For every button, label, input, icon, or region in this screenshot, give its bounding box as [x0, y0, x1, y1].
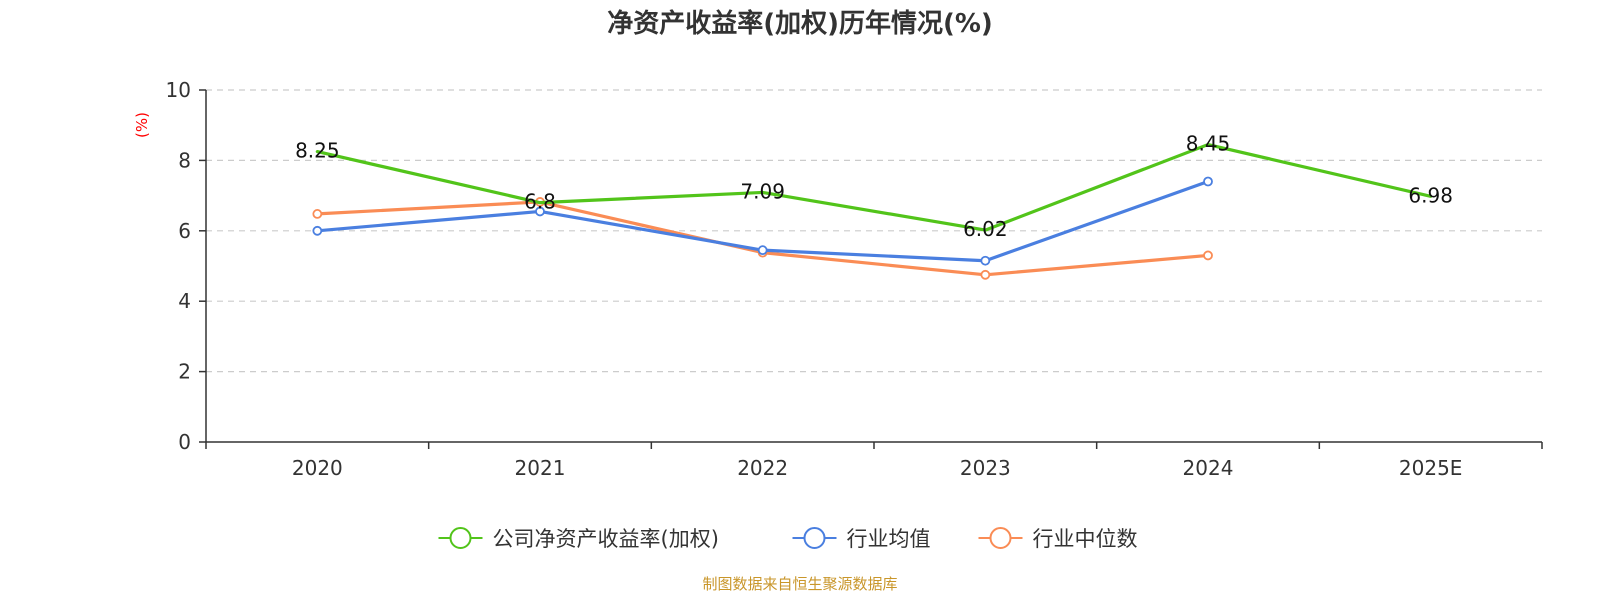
x-tick-label: 2023 [960, 456, 1011, 480]
legend-item[interactable]: 行业中位数 [978, 527, 1138, 551]
x-tick-label: 2022 [737, 456, 788, 480]
axes: 0 2 4 6 8 10 2020 2021 2022 2023 2024 2025E [166, 78, 1543, 480]
y-tick-label: 4 [178, 289, 191, 313]
data-label: 8.25 [295, 139, 340, 163]
y-tick-label: 2 [178, 360, 191, 384]
data-label: 7.09 [740, 179, 785, 203]
data-label: 8.45 [1186, 132, 1231, 156]
legend-label: 公司净资产收益率(加权) [493, 527, 719, 551]
source-footnote: 制图数据来自恒生聚源数据库 [702, 575, 897, 593]
legend-item[interactable]: 行业均值 [792, 527, 931, 551]
grid-lines [206, 89, 1542, 373]
y-tick-label: 8 [178, 148, 191, 172]
legend-circle-icon [803, 527, 826, 549]
x-tick-label: 2020 [292, 456, 343, 480]
legend-circle-icon [989, 527, 1012, 549]
legend-label: 行业中位数 [1033, 527, 1138, 551]
data-labels: 8.25 6.8 7.09 6.02 8.45 6.98 [295, 132, 1453, 242]
legend-circle-icon [449, 527, 472, 549]
series-line [315, 142, 1433, 232]
data-point [980, 255, 991, 266]
data-label: 6.8 [524, 190, 556, 214]
series-line [315, 200, 1210, 277]
y-tick-label: 10 [166, 78, 191, 102]
data-label: 6.98 [1408, 183, 1453, 207]
legend-label: 行业均值 [847, 527, 931, 551]
y-axis-label: (%) [133, 112, 151, 138]
legend: 公司净资产收益率(加权) 行业均值 行业中位数 [438, 527, 1138, 551]
data-point [757, 245, 768, 256]
x-tick-label: 2025E [1399, 456, 1463, 480]
x-tick-label: 2024 [1183, 456, 1234, 480]
data-point [535, 206, 545, 217]
legend-item[interactable]: 公司净资产收益率(加权) [438, 527, 719, 551]
data-point [312, 209, 323, 219]
data-label: 6.02 [963, 217, 1008, 241]
data-point [1203, 176, 1213, 187]
chart-title: 净资产收益率(加权)历年情况(%) [607, 8, 993, 39]
data-point [1203, 250, 1213, 261]
data-point [980, 269, 991, 280]
y-tick-label: 0 [178, 430, 191, 454]
y-tick-label: 6 [178, 219, 191, 243]
series-lines [312, 142, 1433, 280]
x-tick-label: 2021 [515, 456, 566, 480]
data-point [312, 225, 323, 236]
